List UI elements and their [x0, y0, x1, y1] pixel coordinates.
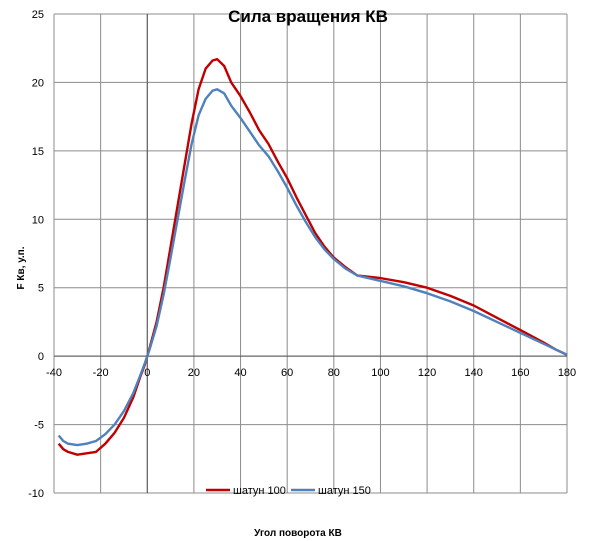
series-lines	[57, 58, 568, 456]
y-tick-label: -10	[28, 488, 44, 500]
y-tick-label: 25	[32, 9, 44, 21]
x-axis-title: Угол поворота КВ	[254, 528, 342, 539]
x-tick-label: 60	[281, 367, 293, 379]
x-tick-label: 80	[328, 367, 340, 379]
legend-label-series-1: шатун 100	[233, 485, 286, 497]
x-tick-label: 20	[188, 367, 200, 379]
tick-labels: -40 -20 0 20 40 60 80 100 120 140 160 180 -10 -5 0 5 10 1…	[28, 9, 576, 500]
legend: шатун 100 шатун 150	[206, 485, 371, 497]
y-tick-label: 15	[32, 146, 44, 158]
y-tick-label: 10	[32, 214, 44, 226]
chart-title: Сила вращения КВ	[228, 7, 388, 26]
x-tick-label: -40	[46, 367, 62, 379]
x-tick-label: 100	[371, 367, 389, 379]
x-tick-label: 160	[511, 367, 529, 379]
y-tick-label: 5	[38, 283, 44, 295]
x-tick-label: 40	[234, 367, 246, 379]
x-tick-label: 0	[144, 367, 150, 379]
x-tick-label: 140	[465, 367, 483, 379]
series-line-1	[57, 58, 568, 456]
legend-label-series-2: шатун 150	[318, 485, 371, 497]
series-line-2	[57, 88, 568, 447]
y-tick-label: -5	[34, 420, 44, 432]
x-tick-label: 120	[418, 367, 436, 379]
y-tick-label: 20	[32, 77, 44, 89]
x-tick-label: 180	[558, 367, 576, 379]
y-axis-title: F Кв, у.п.	[16, 246, 27, 289]
x-tick-label: -20	[93, 367, 109, 379]
grid	[53, 13, 568, 494]
y-tick-label: 0	[38, 351, 44, 363]
